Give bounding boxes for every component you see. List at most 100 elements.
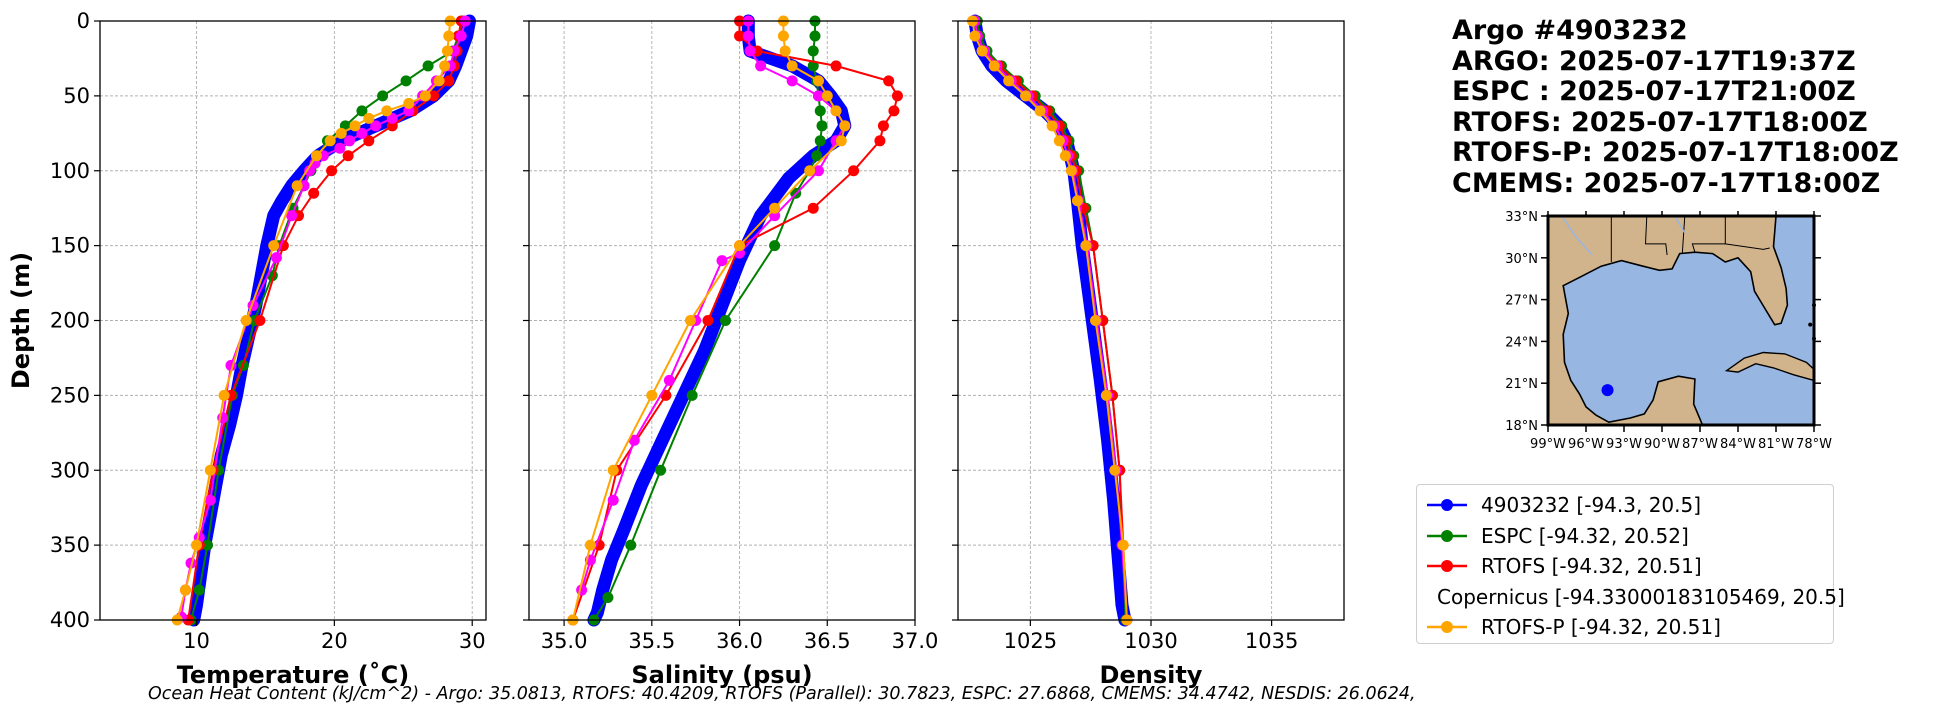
- data-point: [428, 90, 440, 102]
- data-point: [813, 75, 824, 87]
- ohc-footnote: Ocean Heat Content (kJ/cm^2) - Argo: 35.…: [148, 684, 1416, 704]
- data-point: [839, 120, 851, 132]
- data-point: [270, 252, 282, 264]
- data-point: [381, 105, 393, 117]
- y-tick-label: 350: [50, 533, 90, 557]
- map-lat-label: 30°N: [1505, 252, 1538, 267]
- data-point: [202, 539, 214, 551]
- data-point: [356, 105, 368, 117]
- data-point: [655, 464, 667, 476]
- legend: 4903232 [-94.3, 20.5] ESPC [-94.32, 20.5…: [1416, 484, 1845, 644]
- data-point: [777, 30, 789, 42]
- legend-label-rtofs: RTOFS [-94.32, 20.51]: [1481, 554, 1702, 579]
- data-point: [720, 315, 732, 326]
- data-point: [625, 539, 637, 551]
- data-point: [326, 165, 338, 177]
- data-point: [807, 45, 819, 57]
- legend-item-rtofs: RTOFS [-94.32, 20.51]: [1425, 551, 1833, 582]
- info-cmems-time: CMEMS: 2025-07-17T18:00Z: [1452, 167, 1881, 199]
- data-point: [769, 240, 781, 252]
- map-river: [1561, 215, 1593, 256]
- data-point: [602, 592, 614, 604]
- data-point: [1053, 135, 1065, 147]
- data-point: [813, 165, 824, 177]
- y-tick-label: 400: [50, 608, 90, 632]
- legend-marker-argo: [1427, 499, 1467, 512]
- data-point: [422, 60, 434, 72]
- data-point: [193, 584, 205, 596]
- y-tick-label: 50: [63, 84, 90, 108]
- series-line: [580, 21, 846, 591]
- map-frame: [1546, 214, 1816, 427]
- data-point: [344, 135, 356, 147]
- data-point: [218, 389, 230, 401]
- x-tick-label: 37.0: [892, 629, 939, 653]
- data-point: [439, 60, 451, 72]
- data-point: [254, 315, 266, 326]
- data-point: [179, 584, 191, 596]
- data-point: [969, 30, 981, 42]
- data-point: [814, 135, 826, 147]
- x-tick-label: 20: [321, 629, 348, 653]
- data-point: [988, 60, 1000, 72]
- map-river: [1674, 215, 1686, 234]
- y-tick-label: 200: [50, 309, 90, 333]
- data-point: [814, 105, 826, 117]
- data-point: [786, 75, 798, 87]
- data-point: [363, 135, 375, 147]
- x-tick-label: 36.0: [716, 629, 763, 653]
- data-point: [883, 75, 895, 87]
- series-rtofs-p: [171, 15, 456, 626]
- x-tick-label: 35.5: [628, 629, 675, 653]
- data-point: [204, 494, 216, 506]
- x-axis-label: Density: [1100, 661, 1203, 689]
- data-point: [310, 150, 322, 162]
- map-border: [1725, 243, 1770, 250]
- inset-map: 99°W 96°W 93°W 90°W 87°W 84°W 81°W 78°W 18°N 21°N…: [1505, 210, 1832, 452]
- x-tick-label: 10: [183, 629, 210, 653]
- data-point: [268, 240, 280, 252]
- map-lat-label: 27°N: [1505, 294, 1538, 309]
- data-point: [877, 120, 889, 132]
- data-point: [809, 30, 821, 42]
- map-lon-label: 93°W: [1606, 437, 1642, 452]
- data-point: [830, 105, 842, 117]
- info-argo-time: ARGO: 2025-07-17T19:37Z: [1452, 45, 1856, 77]
- x-tick-label: 36.5: [804, 629, 851, 653]
- data-point: [686, 389, 698, 401]
- y-tick-label: 250: [50, 383, 90, 407]
- data-point: [443, 30, 455, 42]
- data-point: [403, 97, 415, 109]
- info-espc-time: ESPC : 2025-07-17T21:00Z: [1452, 76, 1856, 107]
- map-border: [1681, 215, 1686, 254]
- x-axis-label: Salinity (psu): [631, 661, 812, 689]
- data-point: [363, 112, 375, 124]
- data-point: [835, 135, 847, 147]
- data-point: [874, 135, 886, 147]
- info-rtofs-time: RTOFS: 2025-07-17T18:00Z: [1452, 106, 1868, 138]
- data-point: [334, 142, 346, 154]
- data-point: [628, 434, 640, 446]
- data-point: [769, 202, 781, 214]
- y-axis-label: Depth (m): [7, 252, 35, 389]
- data-point: [786, 60, 798, 72]
- map-lat-label: 18°N: [1505, 419, 1538, 434]
- y-tick-label: 150: [50, 234, 90, 258]
- map-lat-label: 21°N: [1505, 377, 1538, 392]
- data-point: [191, 539, 202, 551]
- x-axis-label: Temperature (˚C): [177, 661, 410, 689]
- data-point: [433, 75, 445, 87]
- data-point: [400, 75, 412, 87]
- data-point: [891, 90, 903, 102]
- data-point: [813, 90, 824, 102]
- map-border: [1691, 216, 1726, 253]
- data-point: [419, 90, 431, 102]
- data-point: [744, 45, 756, 57]
- data-point: [291, 180, 303, 192]
- panel-temperature: 10 20 30050100150200250300350400Temperatur…: [7, 9, 487, 689]
- data-point: [848, 165, 860, 177]
- panel-salinity: 35.0 35.5 36.0 36.5 37.0 Salinity (psu): [523, 14, 939, 689]
- data-point: [1100, 389, 1112, 401]
- data-point: [1046, 120, 1058, 132]
